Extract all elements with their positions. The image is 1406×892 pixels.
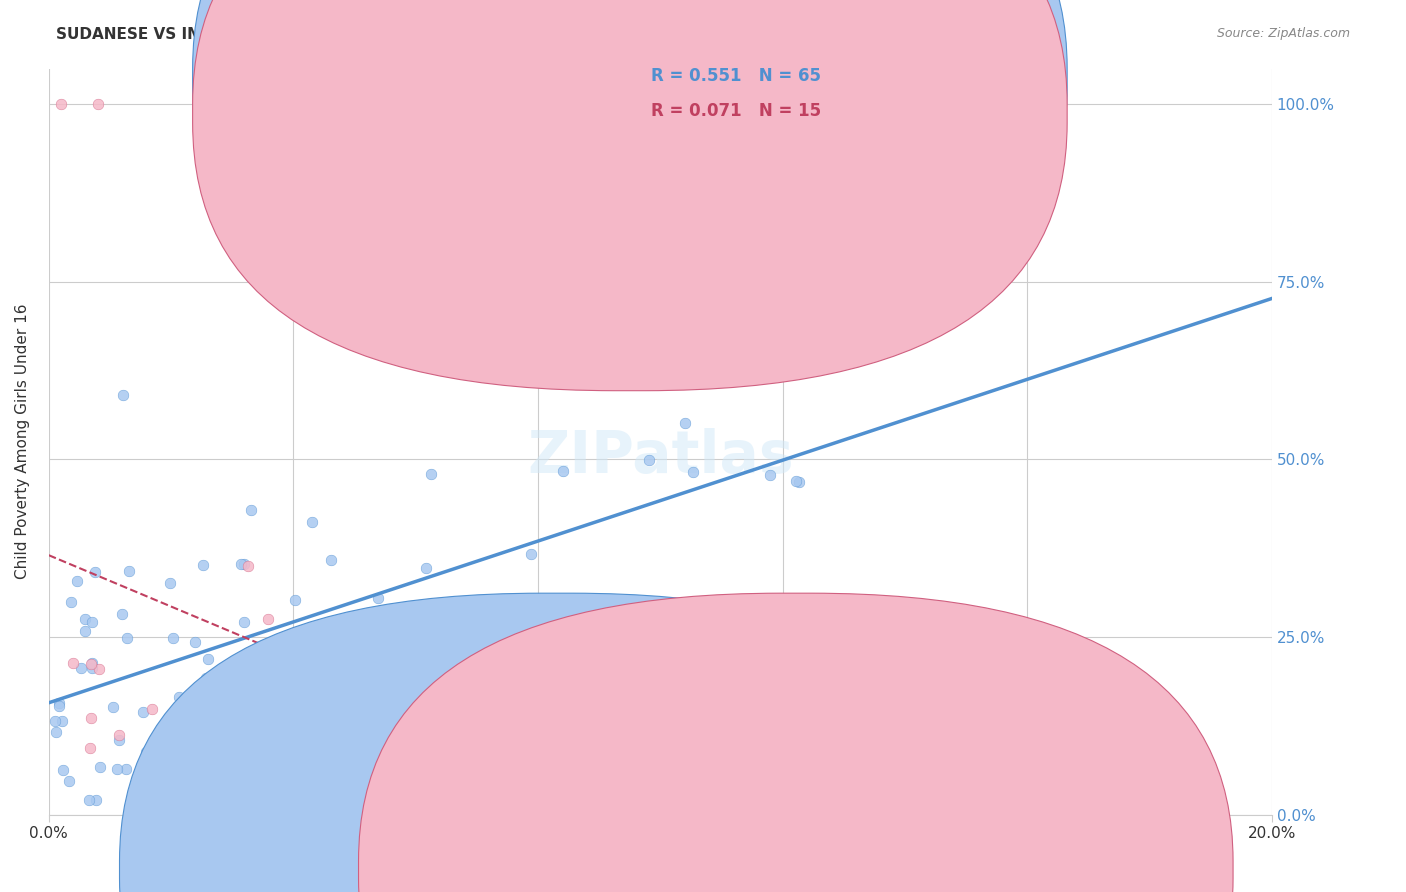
Point [48, 699, 70, 714]
Point [162, 631, 184, 645]
Point [785, 474, 807, 488]
Point [87, 662, 110, 676]
Point [79, 741, 101, 756]
Point [132, 705, 155, 719]
Point [193, 558, 215, 573]
Text: Sudanese: Sudanese [581, 859, 657, 874]
Point [108, 732, 131, 747]
Point [357, 614, 380, 628]
Point [402, 729, 425, 743]
Point [70, 661, 93, 675]
Point [190, 684, 212, 698]
Point [207, 793, 229, 807]
Point [233, 557, 256, 571]
Point [301, 516, 323, 530]
Point [319, 553, 342, 567]
Point [80, 615, 103, 629]
Text: ZIPatlas: ZIPatlas [527, 428, 793, 485]
Point [367, 591, 389, 606]
Point [49, 97, 72, 112]
Point [235, 761, 257, 775]
Point [118, 565, 141, 579]
Point [108, 728, 131, 742]
Point [270, 651, 292, 665]
Point [77, 793, 100, 807]
Point [73, 612, 96, 626]
Point [48, 696, 70, 710]
Point [159, 575, 181, 590]
Point [105, 762, 128, 776]
Point [787, 475, 810, 489]
Point [141, 702, 163, 716]
Point [86, 793, 108, 807]
Point [229, 557, 252, 571]
Point [59, 594, 82, 608]
Point [686, 760, 709, 774]
Point [208, 746, 231, 760]
Point [115, 631, 138, 645]
Point [115, 763, 138, 777]
Point [238, 677, 260, 691]
Point [58, 774, 80, 789]
Text: R = 0.551   N = 65: R = 0.551 N = 65 [651, 67, 821, 85]
Point [236, 558, 259, 573]
Point [79, 711, 101, 725]
Point [82, 657, 104, 671]
Point [62, 656, 84, 670]
Point [122, 793, 145, 807]
Point [86, 97, 108, 112]
Point [82, 660, 104, 674]
Point [257, 612, 280, 626]
Text: Immigrants from Norway: Immigrants from Norway [748, 859, 939, 874]
Point [111, 387, 134, 401]
Point [84, 565, 107, 579]
Point [73, 624, 96, 638]
Point [197, 652, 219, 666]
Text: Source: ZipAtlas.com: Source: ZipAtlas.com [1216, 27, 1350, 40]
Point [80, 657, 103, 672]
Point [194, 671, 217, 685]
Text: SUDANESE VS IMMIGRANTS FROM NORWAY CHILD POVERTY AMONG GIRLS UNDER 16 CORRELATIO: SUDANESE VS IMMIGRANTS FROM NORWAY CHILD… [56, 27, 976, 42]
Point [284, 593, 307, 607]
Point [420, 467, 443, 482]
Point [468, 604, 491, 618]
Point [135, 745, 157, 759]
Point [167, 690, 190, 704]
Y-axis label: Child Poverty Among Girls Under 16: Child Poverty Among Girls Under 16 [15, 304, 30, 579]
Point [143, 756, 166, 770]
Point [583, 683, 606, 698]
Point [138, 762, 160, 776]
Point [184, 635, 207, 649]
Point [759, 467, 782, 482]
Point [111, 607, 134, 622]
Text: R = 0.071   N = 15: R = 0.071 N = 15 [651, 103, 821, 120]
Point [391, 614, 413, 628]
Point [52, 763, 75, 777]
Point [65, 574, 87, 589]
Point [45, 724, 67, 739]
Point [51, 714, 73, 728]
Point [232, 615, 254, 629]
Point [89, 760, 111, 774]
Point [101, 700, 124, 714]
Point [682, 465, 704, 479]
Point [240, 503, 263, 517]
Point [551, 465, 574, 479]
Point [673, 416, 696, 430]
Point [415, 560, 437, 574]
Point [44, 714, 66, 728]
Point [520, 547, 543, 561]
Point [638, 453, 661, 467]
